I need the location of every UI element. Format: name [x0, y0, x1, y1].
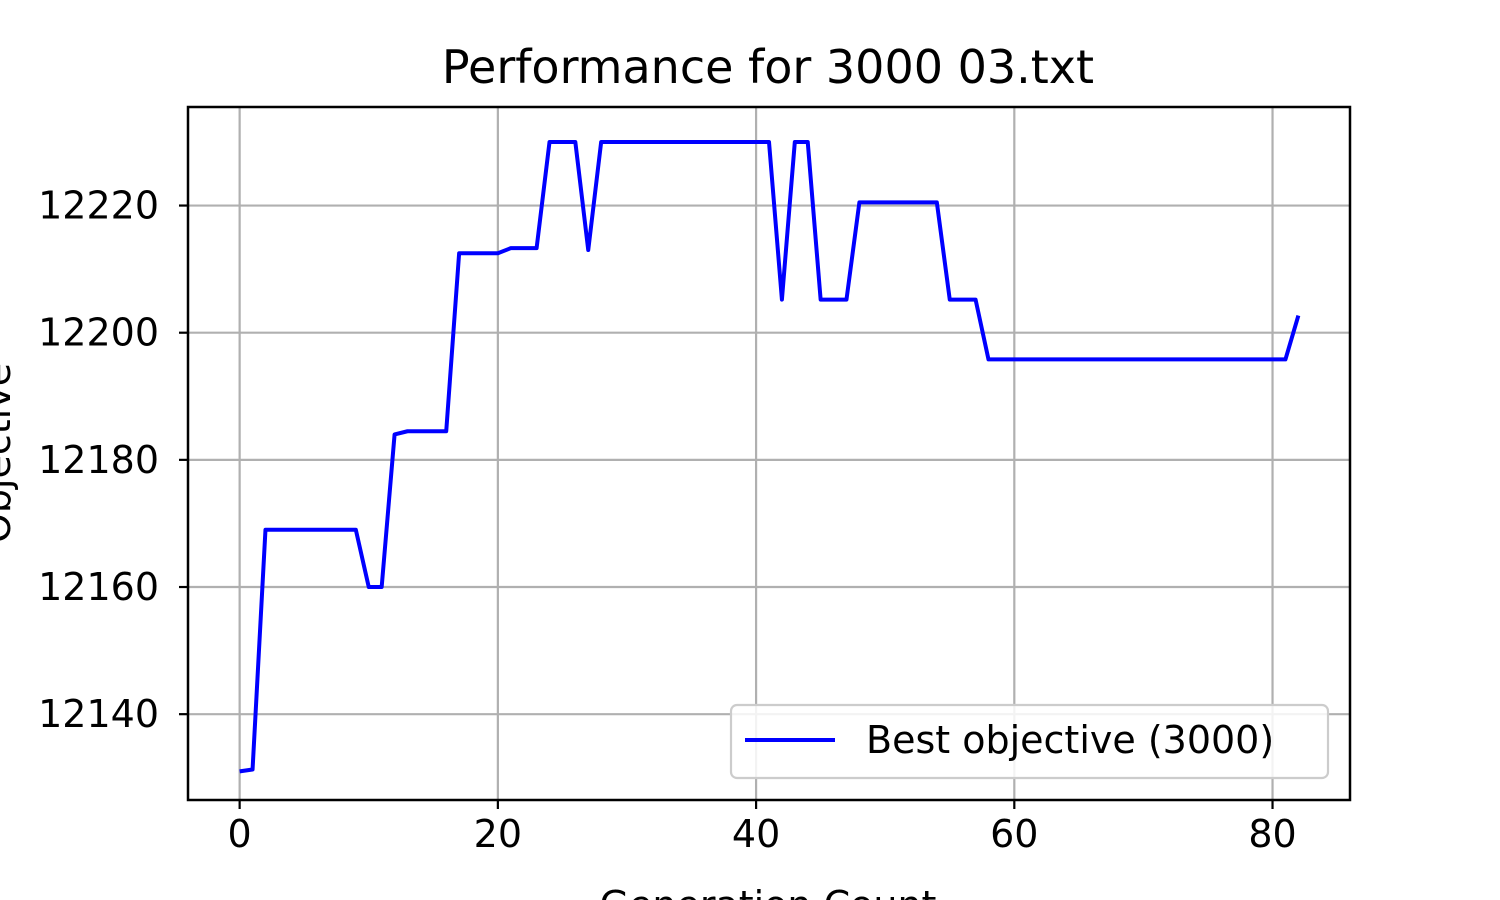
y-tick-label: 12200: [38, 311, 159, 355]
ticks: 0 20 40 60 80 12140 12160 12180 12200 12220: [38, 184, 1297, 856]
y-tick-label: 12140: [38, 692, 159, 736]
x-tick-label: 40: [732, 812, 780, 856]
y-tick-label: 12220: [38, 184, 159, 228]
x-tick-label: 60: [990, 812, 1038, 856]
x-tick-label: 0: [228, 812, 252, 856]
y-tick-label: 12160: [38, 565, 159, 609]
legend: Best objective (3000): [729, 703, 1330, 780]
legend-label: Best objective (3000): [866, 718, 1274, 762]
y-axis-label: Objective: [0, 363, 19, 543]
x-axis-label: Generation Count: [600, 883, 937, 900]
series-line: [239, 139, 1301, 774]
plot-frame: [186, 105, 1352, 802]
chart-title: Performance for 3000 03.txt: [442, 40, 1094, 94]
legend-box: [729, 703, 1330, 780]
x-tick-label: 20: [474, 812, 522, 856]
series-group: [239, 139, 1301, 774]
x-tick-label: 80: [1248, 812, 1296, 856]
grid: [188, 107, 1350, 800]
y-tick-label: 12180: [38, 438, 159, 482]
